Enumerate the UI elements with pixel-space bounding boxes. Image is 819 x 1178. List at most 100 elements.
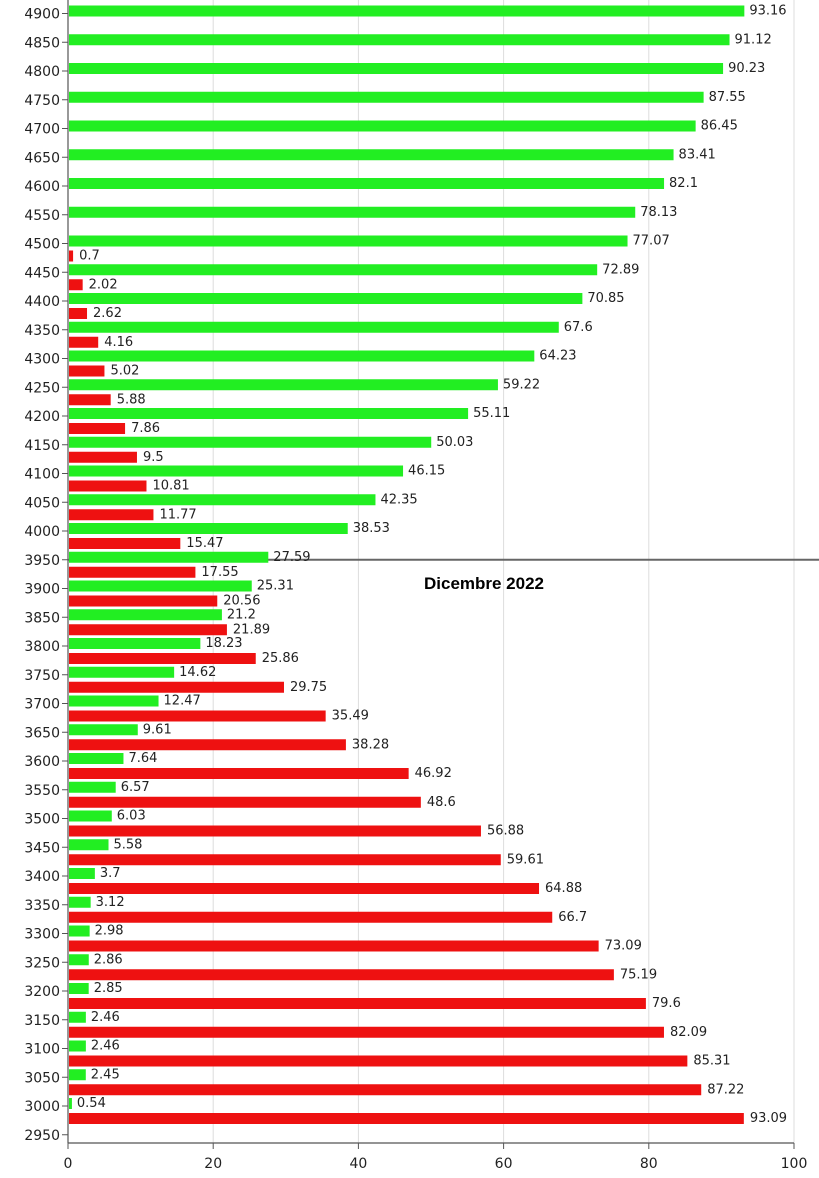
bar-green-4350 xyxy=(69,321,559,333)
y-tick-label-3850: 3850 xyxy=(24,610,60,626)
bar-red-3350 xyxy=(69,911,553,923)
data-label-green-4500: 77.07 xyxy=(633,234,670,249)
data-label-green-3000: 0.54 xyxy=(77,1096,106,1111)
bar-green-3650 xyxy=(69,724,138,736)
data-label-green-4600: 82.1 xyxy=(669,176,698,191)
bar-green-4250 xyxy=(69,379,498,391)
data-label-red-3650: 38.28 xyxy=(352,737,389,752)
bar-green-3050 xyxy=(69,1069,86,1081)
data-label-red-4350: 4.16 xyxy=(104,335,133,350)
data-label-red-3200: 79.6 xyxy=(652,996,681,1011)
bar-red-4250 xyxy=(69,394,111,406)
y-tick-label-4600: 4600 xyxy=(24,179,60,195)
bar-green-3100 xyxy=(69,1040,86,1052)
data-label-green-4250: 59.22 xyxy=(503,377,540,392)
y-tick-label-3150: 3150 xyxy=(24,1013,60,1029)
data-label-green-3150: 2.46 xyxy=(91,1010,120,1025)
data-label-green-4350: 67.6 xyxy=(564,320,593,335)
x-tick-label-80: 80 xyxy=(640,1156,658,1172)
y-tick-label-3300: 3300 xyxy=(24,927,60,943)
x-tick-label-20: 20 xyxy=(204,1156,222,1172)
y-tick-label-2950: 2950 xyxy=(24,1128,60,1144)
y-tick-label-4650: 4650 xyxy=(24,150,60,166)
data-label-green-4000: 38.53 xyxy=(353,521,390,536)
y-tick-label-3500: 3500 xyxy=(24,812,60,828)
data-label-red-3950: 17.55 xyxy=(201,565,238,580)
data-label-green-3900: 25.31 xyxy=(257,579,294,594)
bar-green-4750 xyxy=(69,91,704,103)
bar-green-3250 xyxy=(69,954,89,966)
bar-red-3100 xyxy=(69,1055,688,1067)
data-label-red-3100: 85.31 xyxy=(693,1054,730,1069)
bar-red-3950 xyxy=(69,566,196,578)
bar-green-3500 xyxy=(69,810,112,822)
bar-red-3800 xyxy=(69,653,256,664)
bar-green-4650 xyxy=(69,149,674,161)
y-tick-label-4750: 4750 xyxy=(24,93,60,109)
bar-red-3050 xyxy=(69,1084,702,1096)
y-tick-label-3600: 3600 xyxy=(24,754,60,770)
data-label-green-3350: 3.12 xyxy=(96,895,125,910)
data-label-green-4650: 83.41 xyxy=(679,147,716,162)
y-tick-label-3750: 3750 xyxy=(24,668,60,684)
y-tick-label-3950: 3950 xyxy=(24,553,60,569)
y-tick-label-4350: 4350 xyxy=(24,323,60,339)
data-label-red-3850: 21.89 xyxy=(233,622,270,637)
data-label-green-4450: 72.89 xyxy=(602,262,639,277)
data-label-green-4100: 46.15 xyxy=(408,464,445,479)
bar-red-3250 xyxy=(69,969,614,981)
data-label-red-4500: 0.7 xyxy=(79,249,100,264)
data-label-green-3650: 9.61 xyxy=(143,722,172,737)
bar-green-3300 xyxy=(69,925,90,937)
bar-green-4700 xyxy=(69,120,696,132)
bar-red-3650 xyxy=(69,739,346,751)
bar-green-4150 xyxy=(69,436,432,448)
bar-green-4900 xyxy=(69,5,745,17)
data-label-green-4700: 86.45 xyxy=(701,119,738,134)
bar-green-4450 xyxy=(69,264,598,276)
y-tick-label-3400: 3400 xyxy=(24,869,60,885)
data-label-red-3500: 56.88 xyxy=(487,824,524,839)
bar-red-4350 xyxy=(69,336,99,348)
bar-red-3700 xyxy=(69,710,326,722)
data-label-green-4050: 42.35 xyxy=(380,492,417,507)
bar-green-4000 xyxy=(69,523,348,534)
data-label-red-3750: 29.75 xyxy=(290,680,327,695)
data-label-red-4400: 2.62 xyxy=(93,306,122,321)
y-tick-label-4900: 4900 xyxy=(24,7,60,23)
bar-red-3750 xyxy=(69,681,284,693)
y-tick-label-3000: 3000 xyxy=(24,1099,60,1115)
bar-green-3600 xyxy=(69,753,124,764)
bar-green-3000 xyxy=(69,1098,72,1109)
data-label-red-4000: 15.47 xyxy=(186,536,223,551)
bar-red-3150 xyxy=(69,1026,664,1038)
bar-red-3450 xyxy=(69,854,501,866)
bar-red-4300 xyxy=(69,365,105,377)
bar-green-4850 xyxy=(69,34,730,46)
data-label-red-3050: 87.22 xyxy=(707,1082,744,1097)
data-label-green-3500: 6.03 xyxy=(117,809,146,824)
y-tick-label-3800: 3800 xyxy=(24,639,60,655)
data-label-green-4300: 64.23 xyxy=(539,349,576,364)
data-label-green-3300: 2.98 xyxy=(95,924,124,939)
bar-red-3200 xyxy=(69,998,646,1009)
y-tick-label-4150: 4150 xyxy=(24,438,60,454)
bar-green-4550 xyxy=(69,206,636,218)
data-label-red-3900: 20.56 xyxy=(223,594,260,609)
data-label-red-3300: 73.09 xyxy=(605,939,642,954)
chart-annotation: Dicembre 2022 xyxy=(424,574,544,593)
data-label-red-4250: 5.88 xyxy=(117,392,146,407)
bar-green-3750 xyxy=(69,666,175,678)
bar-red-4450 xyxy=(69,279,83,291)
bar-green-4500 xyxy=(69,235,628,247)
data-label-green-3100: 2.46 xyxy=(91,1039,120,1054)
data-label-green-4400: 70.85 xyxy=(587,291,624,306)
data-label-red-3550: 48.6 xyxy=(427,795,456,810)
data-label-green-3400: 3.7 xyxy=(100,866,121,881)
data-label-green-3550: 6.57 xyxy=(121,780,150,795)
y-tick-label-3350: 3350 xyxy=(24,898,60,914)
y-tick-label-4850: 4850 xyxy=(24,35,60,51)
x-tick-label-40: 40 xyxy=(349,1156,367,1172)
y-tick-label-3650: 3650 xyxy=(24,725,60,741)
